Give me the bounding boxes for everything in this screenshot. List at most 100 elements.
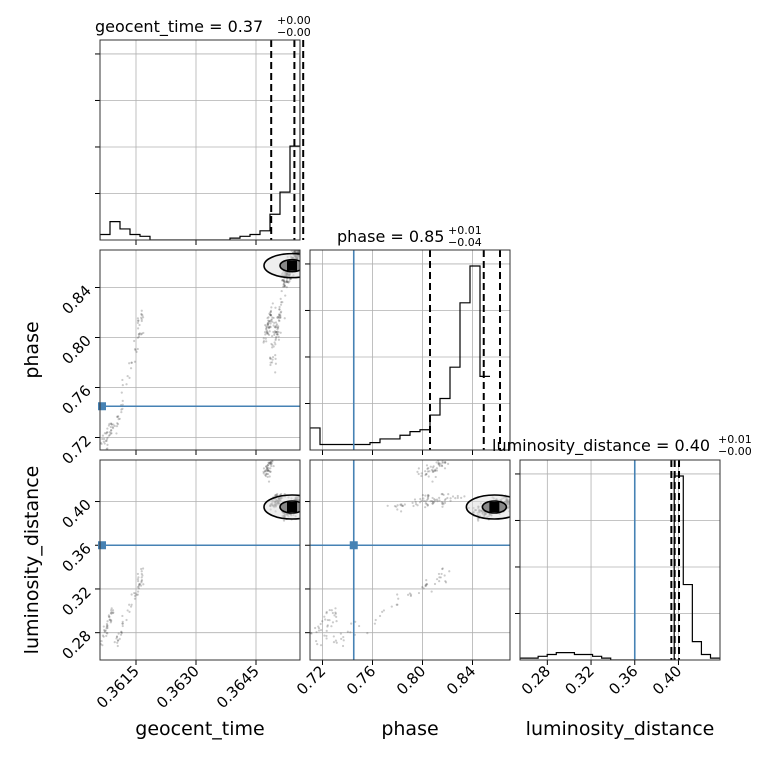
sample-point bbox=[446, 496, 449, 500]
sample-point bbox=[316, 643, 319, 646]
sample-point bbox=[105, 625, 108, 628]
sample-point bbox=[277, 315, 280, 319]
sample-point bbox=[424, 583, 428, 586]
sample-point bbox=[281, 279, 284, 282]
sample-point bbox=[283, 284, 286, 287]
sample-point bbox=[443, 455, 445, 457]
sample-point bbox=[136, 347, 139, 351]
corner-panels: 0.28 0.32 0.36 0.400.720.760.800.840.3615 0.… bbox=[58, 39, 721, 712]
sample-point bbox=[279, 303, 283, 306]
sample-point bbox=[103, 629, 107, 632]
sample-point bbox=[267, 467, 270, 470]
sample-point bbox=[274, 371, 277, 374]
sample-point bbox=[279, 331, 282, 334]
sample-point bbox=[269, 361, 272, 364]
sample-point bbox=[431, 466, 434, 469]
sample-point bbox=[136, 585, 140, 589]
sample-point bbox=[314, 626, 317, 630]
sample-point bbox=[409, 594, 412, 598]
sample-point bbox=[115, 635, 119, 638]
sample-point bbox=[137, 576, 140, 579]
sample-point bbox=[285, 280, 288, 283]
sample-point bbox=[432, 465, 435, 468]
sample-point bbox=[448, 457, 450, 459]
sample-point bbox=[426, 497, 430, 500]
sample-point bbox=[512, 502, 514, 504]
scatter-panel-geocent_time-phase: 0.72 0.76 0.80 0.84 bbox=[58, 246, 301, 468]
sample-point bbox=[511, 506, 513, 508]
sample-point bbox=[444, 497, 447, 501]
sample-point bbox=[271, 334, 274, 338]
sample-point bbox=[117, 415, 120, 418]
sample-point bbox=[268, 461, 271, 464]
sample-point bbox=[107, 424, 110, 427]
sample-point bbox=[137, 580, 140, 583]
sample-point bbox=[300, 500, 302, 502]
sample-point bbox=[135, 350, 138, 354]
sample-point bbox=[400, 503, 403, 506]
sample-point bbox=[266, 326, 269, 329]
sample-point bbox=[110, 620, 113, 623]
sample-point bbox=[341, 644, 345, 648]
sample-point bbox=[263, 470, 267, 473]
sample-point bbox=[416, 504, 419, 507]
sample-point bbox=[108, 618, 111, 622]
sample-point bbox=[111, 427, 115, 430]
sample-point bbox=[274, 337, 278, 340]
sample-point bbox=[140, 316, 143, 319]
sample-point bbox=[397, 597, 400, 600]
sample-point bbox=[443, 574, 446, 577]
sample-point bbox=[272, 316, 275, 320]
sample-point bbox=[142, 331, 145, 335]
sample-point bbox=[331, 621, 335, 624]
sample-point bbox=[120, 630, 123, 633]
sample-point bbox=[323, 634, 326, 637]
sample-point bbox=[303, 636, 305, 638]
sample-point bbox=[269, 309, 273, 312]
sample-point bbox=[274, 493, 277, 497]
sample-point bbox=[133, 597, 137, 600]
sample-point bbox=[125, 618, 128, 622]
sample-point bbox=[513, 500, 515, 502]
sample-point bbox=[335, 615, 338, 618]
sample-point bbox=[279, 315, 282, 318]
sample-point bbox=[104, 629, 107, 632]
xlabel-phase: phase bbox=[381, 718, 438, 740]
sample-point bbox=[105, 439, 108, 443]
sample-point bbox=[102, 440, 105, 443]
sample-point bbox=[442, 493, 445, 497]
sample-point bbox=[277, 315, 280, 318]
sample-point bbox=[424, 500, 427, 503]
sample-point bbox=[265, 467, 268, 470]
sample-point bbox=[107, 614, 110, 617]
sample-point bbox=[273, 341, 276, 344]
sample-point bbox=[262, 467, 266, 470]
sample-point bbox=[431, 502, 434, 505]
x-tick-label: 0.80 bbox=[393, 662, 429, 698]
sample-point bbox=[440, 464, 444, 467]
sample-point bbox=[399, 503, 402, 506]
sample-point bbox=[395, 505, 398, 508]
panel-frame bbox=[99, 39, 301, 241]
sample-point bbox=[281, 278, 284, 282]
sample-point bbox=[276, 333, 279, 336]
sample-point bbox=[438, 463, 441, 466]
sample-point bbox=[296, 246, 298, 248]
sample-point bbox=[275, 335, 278, 339]
sample-point bbox=[301, 495, 303, 497]
sample-point bbox=[266, 467, 269, 470]
sample-point bbox=[266, 469, 269, 472]
sample-point bbox=[331, 611, 334, 615]
sample-point bbox=[267, 470, 271, 473]
sample-point bbox=[275, 333, 279, 336]
sample-point bbox=[463, 495, 466, 498]
sample-point bbox=[136, 578, 140, 581]
sample-point bbox=[264, 324, 267, 327]
sample-point bbox=[264, 337, 267, 340]
sample-point bbox=[319, 622, 322, 626]
sample-point bbox=[103, 437, 106, 441]
sample-point bbox=[358, 624, 361, 628]
sample-point bbox=[115, 425, 119, 428]
sample-point bbox=[137, 327, 140, 330]
sample-point bbox=[266, 331, 269, 335]
